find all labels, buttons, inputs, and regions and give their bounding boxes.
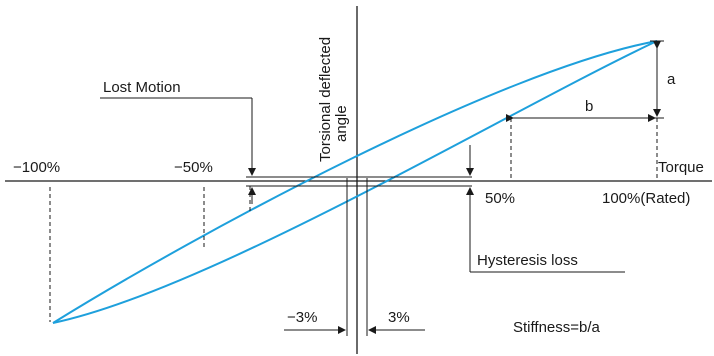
hysteresis-curve-lower (52, 40, 658, 324)
plus-3pct-label: 3% (388, 309, 410, 326)
tick-label-pos-100: 100%(Rated) (602, 190, 690, 207)
lost-motion-label: Lost Motion (103, 79, 181, 96)
tick-label-neg-100: −100% (13, 159, 60, 176)
tick-label-pos-50: 50% (485, 190, 515, 207)
hysteresis-curve-upper (52, 40, 658, 324)
y-axis-label-line1: Torsional deflected (317, 37, 334, 162)
stiffness-label: Stiffness=b/a (513, 319, 601, 336)
tick-label-neg-50: −50% (174, 159, 213, 176)
minus-3pct-label: −3% (287, 309, 317, 326)
y-axis-label-line2: angle (333, 105, 350, 142)
dim-a-label: a (667, 71, 676, 88)
hysteresis-loss-label: Hysteresis loss (477, 252, 578, 269)
x-axis-label: Torque (658, 159, 704, 176)
dim-b-label: b (585, 98, 593, 115)
